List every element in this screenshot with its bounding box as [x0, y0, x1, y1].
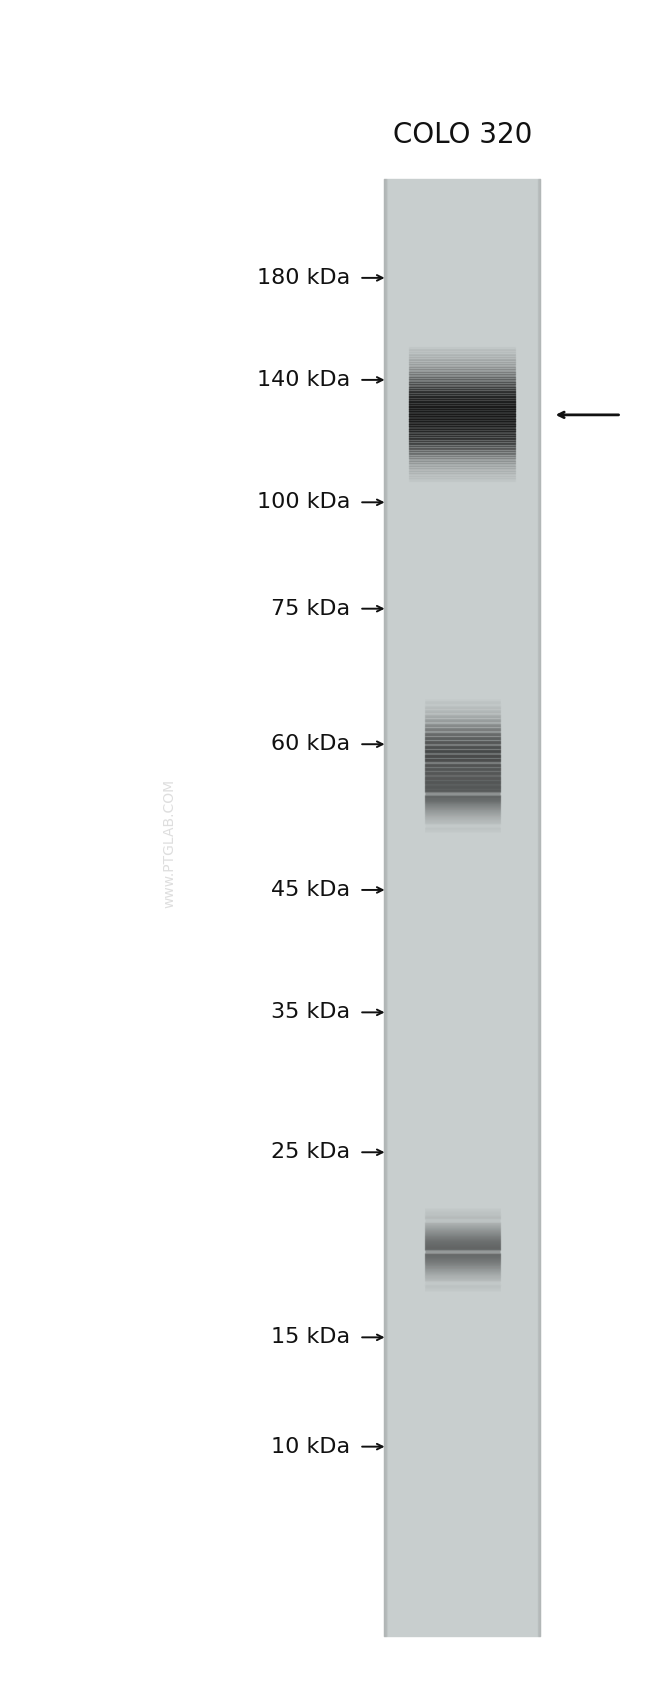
- Text: 75 kDa: 75 kDa: [271, 599, 350, 619]
- Text: 10 kDa: 10 kDa: [271, 1436, 350, 1457]
- Text: 60 kDa: 60 kDa: [271, 733, 350, 754]
- Text: www.PTGLAB.COM: www.PTGLAB.COM: [162, 779, 176, 907]
- Text: 45 kDa: 45 kDa: [271, 880, 350, 900]
- Text: 180 kDa: 180 kDa: [257, 268, 350, 288]
- Text: 15 kDa: 15 kDa: [271, 1327, 350, 1347]
- Text: 140 kDa: 140 kDa: [257, 369, 350, 389]
- Text: 25 kDa: 25 kDa: [271, 1143, 350, 1162]
- Text: 35 kDa: 35 kDa: [271, 1003, 350, 1022]
- Text: 100 kDa: 100 kDa: [257, 492, 350, 513]
- Text: COLO 320: COLO 320: [393, 121, 532, 148]
